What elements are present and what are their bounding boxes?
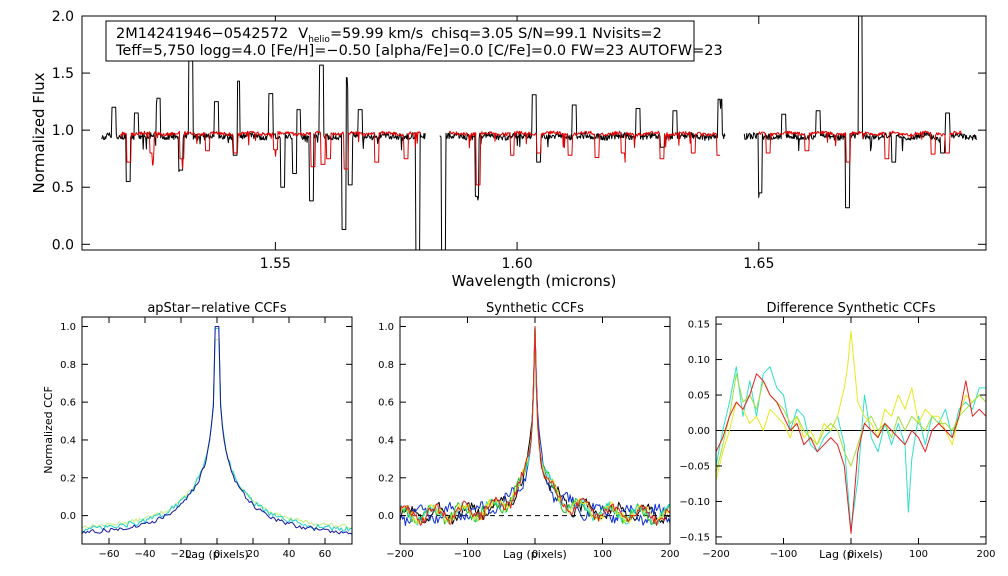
x-tick-label: 0: [214, 549, 220, 560]
y-tick-label: 0.2: [60, 473, 76, 484]
x-tick-label: 0: [848, 549, 854, 560]
y-tick-label: 0.5: [52, 180, 74, 196]
y-tick-label: 2.0: [52, 9, 74, 25]
difference-ccf-traces: [715, 330, 987, 534]
y-tick-label: 0.6: [378, 398, 394, 409]
model-chip-0: [120, 130, 421, 170]
annotation-line2: Teff=5,750 logg=4.0 [Fe/H]=−0.50 [alpha/…: [115, 43, 723, 59]
y-tick-label: 0.2: [378, 473, 394, 484]
difference-ccf-ticks: −200 −100 0 100 200 −0.15 −0.10 −0.05 0.00 0.05 0.…: [679, 317, 996, 560]
apstar-ccf-title: apStar−relative CCFs: [147, 301, 287, 316]
x-tick-label: 200: [660, 549, 679, 560]
x-tick-label: 40: [283, 549, 296, 560]
annotation-frame: [105, 20, 695, 62]
y-tick-label: 0.8: [378, 360, 394, 371]
y-tick-label: −0.15: [679, 532, 710, 543]
x-tick-label: −200: [702, 549, 729, 560]
y-tick-label: 0.0: [60, 511, 76, 522]
y-tick-label: 0.05: [688, 391, 710, 402]
x-tick-label: 1.60: [501, 256, 532, 272]
apstar-ccf-ylabel: Normalized CCF: [42, 386, 55, 474]
y-tick-label: 0.10: [688, 355, 710, 366]
spectrum-ylabel: Normalized Flux: [30, 72, 48, 193]
apstar-ccf-ticks: −60 −40 −20 0 20 40 60 0.0 0.2 0.4 0.6 0.8 1.0: [60, 317, 352, 560]
synthetic-ccf-title: Synthetic CCFs: [486, 301, 584, 316]
synthetic-ccf-traces: [399, 326, 671, 526]
y-tick-label: 0.00: [688, 426, 710, 437]
x-tick-label: 20: [247, 549, 260, 560]
synthetic-ccf-xlabel: Lag (pixels): [503, 548, 567, 561]
difference-ccf-panel: −200 −100 0 100 200 −0.15 −0.10 −0.05 0.00 0.05 0.…: [679, 301, 995, 561]
apstar-ccf-xlabel: Lag (pixels): [185, 548, 249, 561]
synthetic-ccf-ticks: −200 −100 0 100 200 0.0 0.2 0.4 0.6 0.8 1.0: [378, 317, 680, 560]
x-tick-label: 100: [593, 549, 612, 560]
y-tick-label: 1.5: [52, 66, 74, 82]
annotation-line1: 2M14241946−0542572 Vhelio=59.99 km/s chisq…: [116, 26, 662, 45]
y-tick-label: 1.0: [52, 123, 74, 139]
spectrum-ticks: 1.55 1.60 1.65 0.0 0.5 1.0 1.5 2.0: [52, 9, 986, 272]
synthetic-ccf-panel: −200 −100 0 100 200 0.0 0.2 0.4 0.6 0.8 1.0 Synthe…: [378, 301, 679, 561]
y-tick-label: 0.4: [378, 435, 394, 446]
y-tick-label: 1.0: [378, 322, 394, 333]
apstar-ccf-traces: [81, 326, 353, 535]
y-tick-label: −0.10: [679, 497, 710, 508]
spectrum-xlabel: Wavelength (microns): [452, 272, 617, 290]
y-tick-label: 0.4: [60, 435, 76, 446]
spectrum-frame: [81, 15, 987, 251]
difference-ccf-yellow: [715, 330, 986, 481]
x-tick-label: −20: [170, 549, 191, 560]
observed-chip-0: [101, 47, 426, 250]
model-chip-2: [758, 130, 963, 163]
x-tick-label: 1.65: [743, 256, 774, 272]
synthetic-ccf-red: [399, 326, 671, 526]
x-tick-label: 0: [532, 549, 538, 560]
spectrum-traces: [101, 16, 977, 250]
model-chip-1: [448, 130, 721, 186]
y-tick-label: 0.0: [378, 511, 394, 522]
x-tick-label: −100: [770, 549, 797, 560]
y-tick-label: 0.8: [60, 360, 76, 371]
ccf-visit-3: [81, 339, 353, 530]
x-tick-label: −100: [454, 549, 481, 560]
y-tick-label: 0.0: [52, 237, 74, 253]
ccf-visit-1: [81, 326, 353, 535]
difference-ccf-cyan: [715, 366, 986, 531]
x-tick-label: 60: [319, 549, 332, 560]
y-tick-label: −0.05: [679, 461, 710, 472]
x-tick-label: −60: [98, 549, 119, 560]
x-tick-label: 1.55: [260, 256, 291, 272]
x-tick-label: 200: [976, 549, 995, 560]
difference-ccf-xlabel: Lag (pixels): [819, 548, 883, 561]
difference-ccf-red: [715, 373, 987, 534]
apstar-ccf-panel: −60 −40 −20 0 20 40 60 0.0 0.2 0.4 0.6 0.8 1.0 apSta…: [42, 301, 353, 561]
spectrum-panel: 1.55 1.60 1.65 0.0 0.5 1.0 1.5 2.0 2M14241946−0…: [30, 9, 987, 290]
x-tick-label: −200: [386, 549, 413, 560]
annotation-box: 2M14241946−0542572 Vhelio=59.99 km/s chisq…: [105, 20, 723, 62]
difference-ccf-green: [715, 373, 987, 474]
x-tick-label: −40: [134, 549, 155, 560]
y-tick-label: 0.15: [688, 320, 710, 331]
y-tick-label: 1.0: [60, 322, 76, 333]
ccf-visit-2: [81, 327, 353, 533]
observed-chip-2: [743, 16, 977, 209]
x-tick-label: 100: [909, 549, 928, 560]
y-tick-label: 0.6: [60, 398, 76, 409]
observed-chip-1: [439, 94, 726, 250]
difference-ccf-title: Difference Synthetic CCFs: [766, 301, 935, 316]
